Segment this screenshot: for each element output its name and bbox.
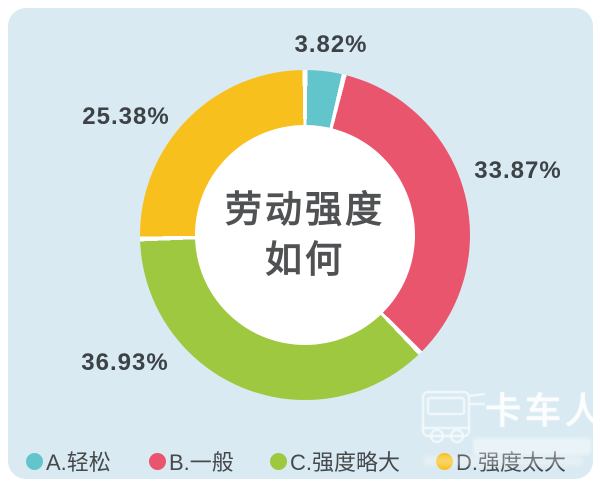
watermark-text: 卡车人 [485, 390, 600, 431]
slice-label-b: 33.87% [474, 157, 562, 184]
legend-label-c: C.强度略大 [290, 450, 401, 475]
chart-title-line2: 如何 [265, 237, 345, 281]
legend-item-a: A.轻松 [26, 448, 111, 475]
slice-label-a: 3.82% [294, 31, 368, 58]
legend-item-d: D.强度太大 [436, 448, 567, 475]
legend-item-c: C.强度略大 [270, 448, 401, 475]
donut-center: 劳动强度 如何 [195, 125, 415, 345]
slice-label-c: 36.93% [81, 349, 169, 376]
legend-item-b: B.一般 [149, 448, 234, 475]
legend-label-d: D.强度太大 [456, 450, 567, 475]
slice-label-d: 25.38% [82, 103, 170, 130]
chart-card: 劳动强度 如何 3.82% 33.87% 36.93% 25.38% A.轻松 … [8, 8, 600, 479]
legend-dot-b-icon [149, 452, 166, 470]
legend-dot-a-icon [26, 452, 43, 470]
legend-dot-d-icon [436, 452, 453, 470]
legend-label-b: B.一般 [169, 450, 234, 475]
legend-dot-c-icon [270, 452, 287, 470]
truck-icon [421, 390, 486, 444]
chart-title-line1: 劳动强度 [225, 187, 385, 232]
legend-label-a: A.轻松 [46, 450, 111, 475]
